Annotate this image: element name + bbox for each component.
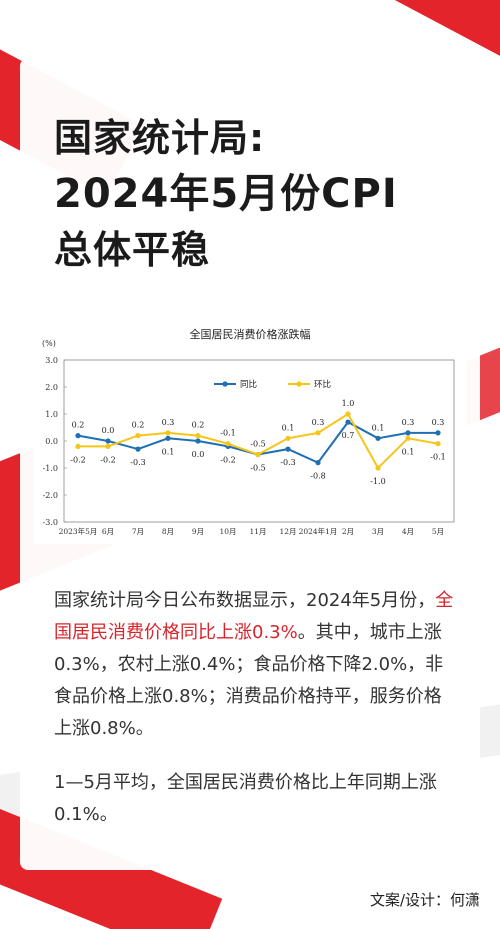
y-tick-label: -3.0 bbox=[43, 518, 58, 527]
data-label: -0.2 bbox=[70, 455, 85, 464]
data-point bbox=[435, 430, 441, 436]
x-tick-label: 4月 bbox=[402, 527, 414, 536]
x-tick-label: 3月 bbox=[372, 527, 384, 536]
x-tick-label: 11月 bbox=[249, 527, 266, 536]
headline-line-1: 国家统计局: bbox=[54, 116, 266, 160]
cpi-line-chart: 全国居民消费价格涨跌幅(%)3.02.01.00.0-1.0-2.0-3.020… bbox=[34, 312, 466, 544]
data-point bbox=[75, 443, 81, 449]
headline: 国家统计局: 2024年5月份CPI 总体平稳 bbox=[54, 110, 398, 278]
legend-label: 同比 bbox=[240, 379, 257, 390]
paragraph-2: 1—5月平均，全国居民消费价格比上年同期上涨0.1%。 bbox=[54, 772, 437, 825]
data-point bbox=[315, 430, 321, 436]
y-tick-label: 1.0 bbox=[45, 410, 58, 419]
data-point bbox=[195, 433, 201, 439]
data-label: 0.2 bbox=[72, 421, 85, 430]
headline-line-3: 总体平稳 bbox=[54, 228, 211, 272]
data-label: -0.2 bbox=[220, 455, 235, 464]
data-point bbox=[315, 460, 321, 466]
data-point bbox=[375, 465, 381, 471]
legend-marker bbox=[222, 381, 228, 387]
data-point bbox=[375, 435, 381, 441]
x-tick-label: 6月 bbox=[102, 527, 114, 536]
x-tick-label: 2023年5月 bbox=[59, 526, 98, 536]
x-tick-label: 7月 bbox=[132, 527, 144, 536]
article-body: 国家统计局今日公布数据显示，2024年5月份，全国居民消费价格同比上涨0.3%。… bbox=[54, 585, 454, 853]
data-label: -0.1 bbox=[220, 429, 235, 438]
data-point bbox=[135, 433, 141, 439]
data-label: 0.3 bbox=[162, 418, 175, 427]
legend-marker bbox=[296, 381, 302, 387]
data-point bbox=[105, 438, 111, 444]
data-point bbox=[285, 446, 291, 452]
data-label: -1.0 bbox=[370, 477, 385, 486]
y-tick-label: 2.0 bbox=[45, 383, 58, 392]
data-label: -0.3 bbox=[130, 458, 145, 467]
data-point bbox=[225, 441, 231, 447]
data-label: 0.1 bbox=[402, 447, 415, 456]
y-tick-label: 0.0 bbox=[45, 437, 58, 446]
data-point bbox=[255, 451, 261, 458]
x-tick-label: 2月 bbox=[342, 527, 354, 536]
data-label: 0.0 bbox=[192, 450, 205, 459]
data-label: -0.5 bbox=[250, 440, 265, 449]
data-point bbox=[135, 446, 141, 452]
headline-line-2: 2024年5月份CPI bbox=[54, 171, 398, 217]
paragraph-1-text: 国家统计局今日公布数据显示，2024年5月份， bbox=[54, 590, 436, 611]
x-tick-label: 12月 bbox=[279, 527, 296, 536]
data-point bbox=[345, 411, 351, 417]
y-tick-label: -1.0 bbox=[43, 464, 58, 473]
data-label: -0.5 bbox=[250, 464, 265, 473]
data-label: -0.1 bbox=[430, 453, 445, 462]
data-point bbox=[435, 441, 441, 447]
data-point bbox=[285, 435, 291, 441]
credit-line: 文案/设计：何潇 bbox=[369, 891, 480, 909]
data-point bbox=[75, 433, 81, 439]
y-tick-label: 3.0 bbox=[45, 356, 58, 365]
data-point bbox=[345, 419, 351, 425]
paragraph-1-text-cont: 。其中，城市上涨0.3%，农村上涨0.4%；食品价格下降2.0%，非食品价格上涨… bbox=[54, 622, 444, 739]
data-label: 0.2 bbox=[192, 421, 205, 430]
data-point bbox=[405, 435, 411, 441]
data-point bbox=[195, 438, 201, 444]
data-label: 0.3 bbox=[432, 418, 445, 427]
data-label: -0.2 bbox=[100, 455, 115, 464]
x-tick-label: 9月 bbox=[192, 527, 204, 536]
data-label: 0.0 bbox=[102, 426, 115, 435]
data-label: 0.1 bbox=[372, 423, 385, 432]
data-label: 0.1 bbox=[162, 447, 175, 456]
data-label: 0.3 bbox=[402, 418, 415, 427]
x-tick-label: 10月 bbox=[219, 527, 236, 536]
legend-label: 环比 bbox=[314, 379, 331, 390]
data-point bbox=[165, 430, 171, 436]
y-axis-label: (%) bbox=[42, 339, 56, 348]
x-tick-label: 8月 bbox=[162, 527, 174, 536]
chart-background bbox=[34, 312, 466, 544]
highlight-text: 全国居民消费价格同比上涨0.3% bbox=[54, 590, 454, 643]
data-label: -0.3 bbox=[280, 458, 295, 467]
chart-title: 全国居民消费价格涨跌幅 bbox=[190, 327, 311, 341]
data-label: 0.3 bbox=[312, 418, 325, 427]
data-point bbox=[165, 435, 171, 441]
data-point bbox=[405, 430, 411, 436]
x-tick-label: 5月 bbox=[432, 527, 444, 536]
paragraph-1: 国家统计局今日公布数据显示，2024年5月份，全国居民消费价格同比上涨0.3%。… bbox=[54, 585, 454, 745]
data-label: 1.0 bbox=[342, 399, 355, 408]
x-tick-label: 2024年1月 bbox=[299, 526, 338, 536]
data-label: 0.1 bbox=[282, 423, 295, 432]
data-point bbox=[105, 443, 111, 449]
data-label: -0.8 bbox=[310, 472, 325, 481]
data-label: 0.7 bbox=[342, 431, 355, 440]
data-label: 0.2 bbox=[132, 421, 145, 430]
y-tick-label: -2.0 bbox=[43, 491, 58, 500]
